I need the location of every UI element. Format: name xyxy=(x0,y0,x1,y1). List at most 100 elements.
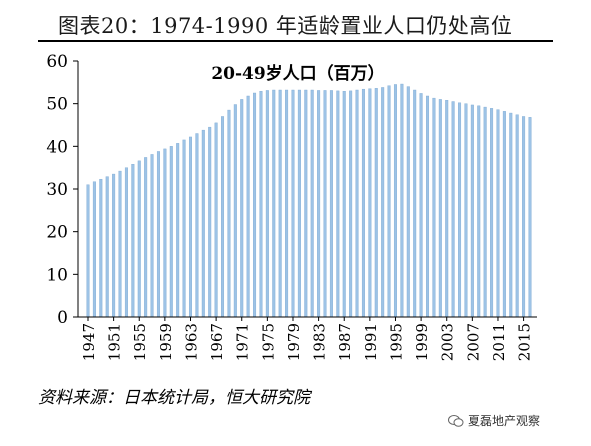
bar-1964 xyxy=(195,133,199,318)
bar-1978 xyxy=(285,89,289,318)
bar-2004 xyxy=(451,101,455,318)
bar-2014 xyxy=(515,114,519,318)
bar-1995 xyxy=(393,84,397,318)
bar-1957 xyxy=(150,154,154,318)
y-axis-ticks xyxy=(73,60,78,318)
x-tick-label-2015: 2015 xyxy=(516,323,534,361)
bar-1987 xyxy=(342,91,346,318)
bar-1960 xyxy=(169,146,173,318)
bar-1990 xyxy=(361,88,365,318)
source-note: 资料来源：日本统计局，恒大研究院 xyxy=(38,388,310,408)
bar-series xyxy=(86,83,532,318)
y-tick-label-10: 10 xyxy=(46,265,68,285)
bar-1963 xyxy=(188,136,192,318)
bar-1979 xyxy=(291,89,295,318)
x-tick-label-1947: 1947 xyxy=(80,323,98,361)
bar-1956 xyxy=(144,157,148,318)
x-axis-labels: 1947 1951 1955 1959 1963 1967 1971 1975 1979 1983… xyxy=(80,317,534,361)
bar-1962 xyxy=(182,139,186,318)
bar-2000 xyxy=(426,95,430,318)
bar-2001 xyxy=(432,97,436,318)
y-tick-label-0: 0 xyxy=(57,308,68,328)
bar-1999 xyxy=(419,93,423,318)
bar-1966 xyxy=(208,126,212,318)
x-tick-label-1987: 1987 xyxy=(336,323,354,361)
bar-1988 xyxy=(349,90,353,318)
watermark: 夏磊地产观察 xyxy=(448,412,540,429)
bar-2003 xyxy=(445,100,449,318)
y-tick-label-40: 40 xyxy=(46,137,68,157)
bar-2006 xyxy=(464,103,468,318)
bar-1975 xyxy=(265,90,269,318)
bar-1969 xyxy=(227,109,231,318)
bar-1976 xyxy=(272,89,276,318)
bar-1955 xyxy=(137,160,141,318)
bar-1959 xyxy=(163,148,167,318)
bar-2016 xyxy=(528,117,532,318)
bar-1977 xyxy=(278,89,282,318)
x-tick-label-1999: 1999 xyxy=(413,323,431,361)
bar-1958 xyxy=(156,151,160,318)
bar-2015 xyxy=(522,116,526,318)
bar-2013 xyxy=(509,112,513,318)
x-tick-label-1975: 1975 xyxy=(259,323,277,361)
bar-1949 xyxy=(99,178,103,318)
bar-1951 xyxy=(112,173,116,318)
bar-1974 xyxy=(259,91,263,318)
y-tick-label-20: 20 xyxy=(46,223,68,243)
x-tick-label-2003: 2003 xyxy=(439,323,457,361)
bar-1994 xyxy=(387,85,391,318)
wechat-icon xyxy=(448,414,464,427)
bar-1970 xyxy=(233,104,237,318)
bar-1954 xyxy=(131,164,135,318)
x-tick-label-1967: 1967 xyxy=(208,323,226,361)
bar-1952 xyxy=(118,170,122,318)
y-tick-label-30: 30 xyxy=(46,180,68,200)
x-tick-label-2011: 2011 xyxy=(490,323,508,361)
bar-1991 xyxy=(368,88,372,318)
x-tick-label-1979: 1979 xyxy=(285,323,303,361)
bar-1947 xyxy=(86,184,90,318)
x-tick-label-1959: 1959 xyxy=(157,323,175,361)
bar-1993 xyxy=(381,87,385,318)
x-tick-label-1995: 1995 xyxy=(387,323,405,361)
x-tick-label-2007: 2007 xyxy=(464,323,482,361)
bar-1983 xyxy=(317,90,321,318)
watermark-text: 夏磊地产观察 xyxy=(468,414,541,428)
bar-1968 xyxy=(221,116,225,318)
bar-2005 xyxy=(458,102,462,318)
chart-title: 20-49岁人口（百万） xyxy=(211,63,384,84)
bar-1953 xyxy=(124,167,128,318)
bar-2002 xyxy=(438,99,442,318)
x-tick-label-1963: 1963 xyxy=(182,323,200,361)
bar-1973 xyxy=(253,92,257,318)
y-tick-label-60: 60 xyxy=(46,52,68,72)
bar-1981 xyxy=(304,89,308,318)
title-divider xyxy=(38,40,553,42)
bar-1996 xyxy=(400,83,404,318)
bar-2010 xyxy=(490,108,494,318)
bar-1986 xyxy=(336,90,340,318)
bar-1989 xyxy=(355,89,359,318)
x-tick-label-1991: 1991 xyxy=(362,323,380,361)
bar-1992 xyxy=(374,88,378,318)
bar-2007 xyxy=(470,104,474,318)
x-tick-label-1951: 1951 xyxy=(106,323,124,361)
bar-1985 xyxy=(329,90,333,318)
figure-title: 图表20：1974-1990 年适龄置业人口仍处高位 xyxy=(58,14,513,38)
bar-2012 xyxy=(502,111,506,318)
x-tick-label-1983: 1983 xyxy=(311,323,329,361)
y-tick-label-50: 50 xyxy=(46,95,68,115)
bar-1950 xyxy=(105,176,109,318)
bar-1948 xyxy=(92,181,96,318)
bar-1998 xyxy=(413,89,417,318)
x-tick-label-1955: 1955 xyxy=(131,323,149,361)
bar-1971 xyxy=(240,99,244,318)
bar-2008 xyxy=(477,105,481,318)
bar-1967 xyxy=(214,122,218,318)
bar-1965 xyxy=(201,129,205,318)
bar-1961 xyxy=(176,143,180,318)
bar-1997 xyxy=(406,86,410,318)
bar-1980 xyxy=(297,89,301,318)
